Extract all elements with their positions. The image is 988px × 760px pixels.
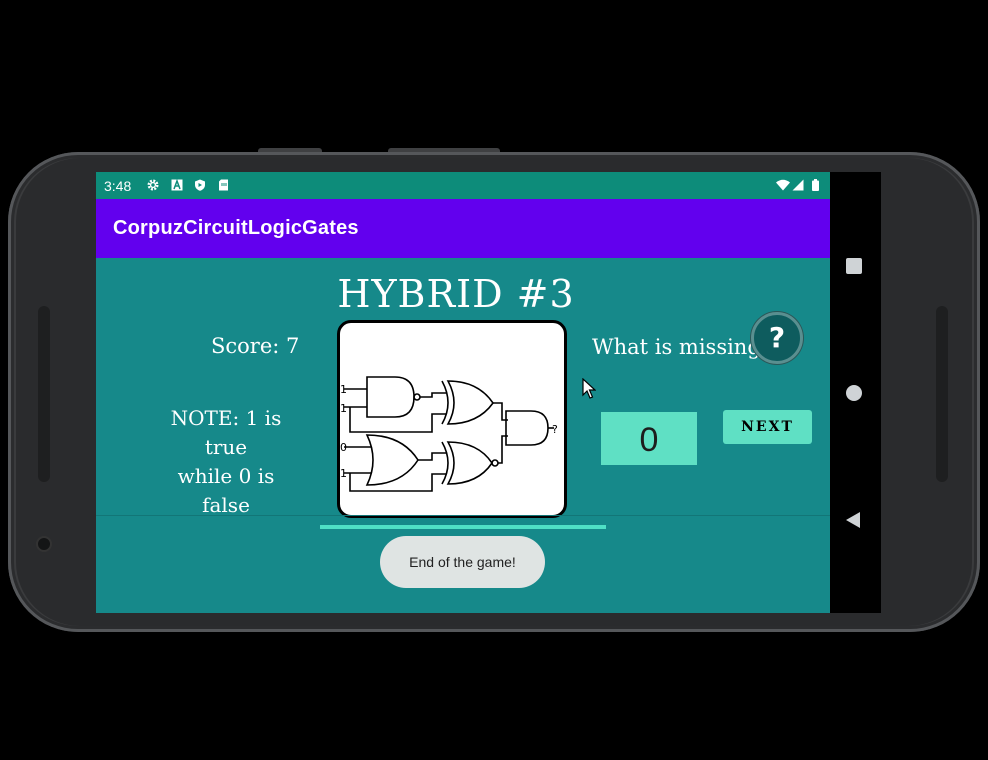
help-button[interactable]: ? bbox=[751, 312, 803, 364]
wifi-icon bbox=[776, 179, 790, 191]
input-label: 1 bbox=[340, 383, 347, 396]
sim-card-icon bbox=[219, 179, 228, 191]
nand-bubble bbox=[413, 393, 421, 401]
app-bar: CorpuzCircuitLogicGates bbox=[96, 199, 830, 258]
gear-icon bbox=[147, 179, 159, 191]
phone-side-button bbox=[388, 148, 500, 154]
note-line-1: NOTE: 1 is true bbox=[170, 406, 282, 459]
mouse-cursor-icon bbox=[582, 378, 596, 399]
square-icon[interactable] bbox=[846, 258, 862, 274]
xor-gate-upper bbox=[446, 380, 494, 425]
phone-side-button bbox=[258, 148, 322, 154]
signal-icon bbox=[792, 179, 804, 191]
status-time: 3:48 bbox=[104, 178, 132, 194]
circle-icon[interactable] bbox=[846, 385, 862, 401]
next-button[interactable]: NEXT bbox=[723, 410, 812, 444]
device-screen: 3:48 CorpuzCircuitLogicGates bbox=[96, 172, 830, 613]
note-text: NOTE: 1 is true while 0 is false bbox=[156, 404, 296, 520]
toast-message: End of the game! bbox=[380, 536, 545, 588]
output-label: ? bbox=[552, 423, 558, 436]
speaker-grille-left bbox=[38, 306, 50, 482]
status-bar: 3:48 bbox=[96, 172, 830, 199]
input-label: 0 bbox=[340, 441, 347, 454]
shield-icon bbox=[195, 179, 205, 191]
input-label: 1 bbox=[340, 467, 347, 480]
speaker-grille-right bbox=[936, 306, 948, 482]
answer-display[interactable]: 0 bbox=[601, 412, 697, 465]
divider bbox=[96, 515, 830, 516]
score-label: Score: 7 bbox=[211, 334, 300, 358]
note-line-2: while 0 is false bbox=[177, 464, 275, 517]
nand-gate bbox=[366, 376, 415, 418]
app-title: CorpuzCircuitLogicGates bbox=[113, 217, 359, 239]
logic-circuit-diagram: 1 1 0 1 ? bbox=[337, 320, 567, 518]
a-icon bbox=[171, 179, 183, 191]
circuit-svg: 1 1 0 1 ? bbox=[340, 376, 558, 492]
back-triangle-icon[interactable] bbox=[846, 512, 860, 528]
xnor-gate-lower bbox=[446, 441, 493, 485]
or-gate bbox=[365, 434, 419, 486]
progress-bar bbox=[320, 525, 606, 529]
level-title: HYBRID #3 bbox=[337, 272, 575, 316]
front-camera bbox=[36, 536, 52, 552]
input-label: 1 bbox=[340, 402, 347, 415]
and-gate-output bbox=[505, 410, 549, 446]
question-label: What is missing? bbox=[592, 335, 773, 359]
battery-icon bbox=[812, 179, 819, 191]
